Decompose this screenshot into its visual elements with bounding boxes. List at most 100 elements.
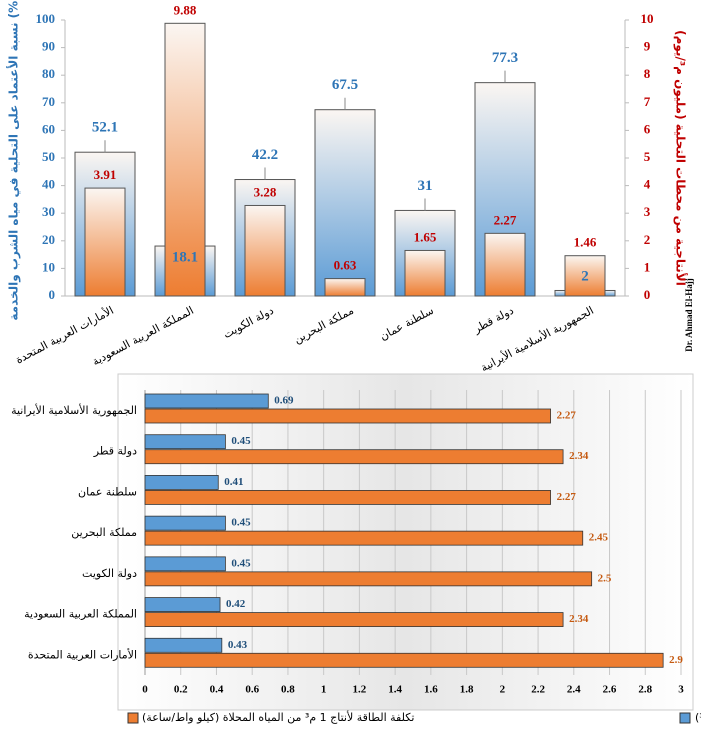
bar	[244, 204, 286, 297]
bar	[144, 637, 223, 653]
y-tick-label: دولة قطر	[93, 445, 137, 458]
x-tick-label: 2.2	[531, 684, 545, 696]
x-tick-label: 2.4	[567, 684, 581, 696]
y2-tick-label: 6	[644, 121, 651, 136]
x-tick-label: 0.4	[210, 684, 224, 696]
value-label: 2	[581, 268, 589, 284]
value-label: 2.34	[569, 613, 589, 625]
y-tick-label: 50	[42, 149, 55, 164]
x-tick-label: 0.6	[245, 684, 259, 696]
bar	[404, 249, 446, 297]
bar	[144, 556, 226, 572]
value-label: 2.9	[669, 654, 683, 666]
value-label: 0.45	[231, 517, 251, 529]
legend-swatch	[679, 712, 691, 724]
value-label: 9.88	[174, 2, 197, 17]
value-label: 67.5	[332, 77, 358, 93]
x-tick-label: 0	[142, 684, 148, 696]
y-tick-label: الجمهورية الأسلامية الأيرانية	[11, 403, 137, 417]
y2-tick-label: 1	[644, 259, 651, 274]
value-label: 0.63	[334, 258, 357, 273]
x-tick-label: مملكة البحرين	[292, 304, 356, 346]
y-tick-label: 10	[42, 259, 55, 274]
y2-tick-label: 4	[644, 177, 651, 192]
y2-tick-label: 9	[644, 39, 651, 54]
x-tick-label: دولة قطر	[471, 304, 516, 336]
bar	[144, 571, 593, 587]
value-label: 52.1	[92, 120, 118, 136]
y-tick-label: 60	[42, 121, 55, 136]
y-tick-label: المملكة العربية السعودية	[24, 608, 137, 621]
y2-tick-label: 8	[644, 66, 651, 81]
legend-label: تكلفة الطاقة لأنتاج 1 م³ من المياه المحل…	[142, 710, 414, 724]
x-tick-label: 2.8	[638, 684, 652, 696]
y2-tick-label: 3	[644, 204, 651, 219]
value-label: 2.27	[557, 410, 577, 422]
x-tick-label: 1.8	[460, 684, 474, 696]
value-label: 2.34	[569, 450, 589, 462]
x-tick-label: سلطنة عمان	[378, 304, 436, 343]
value-label: 3.28	[254, 184, 277, 199]
legend-swatch	[127, 712, 139, 724]
y-tick-label: دولة الكويت	[82, 567, 137, 580]
value-label: 42.2	[252, 147, 278, 163]
value-label: 0.69	[274, 395, 294, 407]
y-axis-title: نسبة الأعتماد على التحلية في مياه الشرب …	[6, 0, 22, 321]
watermark: Dr. Ahmad El-Hajj	[684, 278, 694, 351]
value-label: 18.1	[172, 249, 198, 265]
bar	[144, 515, 226, 531]
x-tick-label: 1.2	[353, 684, 367, 696]
value-label: 2.27	[557, 491, 577, 503]
bar	[144, 393, 269, 409]
y2-tick-label: 7	[644, 94, 651, 109]
y-tick-label: 30	[42, 204, 55, 219]
value-label: 0.42	[226, 598, 246, 610]
y-tick-label: 20	[42, 232, 55, 247]
y2-tick-label: 2	[644, 232, 651, 247]
value-label: 31	[418, 178, 433, 194]
value-label: 0.45	[231, 435, 251, 447]
x-tick-label: 2	[500, 684, 506, 696]
y2-axis-title: الأنتاجية من محطات التحلية (مليون م³/يوم…	[673, 30, 689, 286]
x-tick-label: 0.8	[281, 684, 295, 696]
y-tick-label: 90	[42, 39, 55, 54]
bar	[144, 597, 221, 612]
y-tick-label: 40	[42, 177, 55, 192]
bar	[144, 434, 226, 450]
value-label: 2.5	[598, 572, 612, 584]
y-tick-label: 80	[42, 66, 55, 81]
value-label: 2.45	[589, 532, 609, 544]
value-label: 2.27	[494, 212, 517, 227]
value-label: 1.46	[574, 235, 597, 250]
x-tick-label: 2.6	[603, 684, 617, 696]
bar	[484, 232, 526, 297]
y-tick-label: 0	[49, 287, 56, 302]
y-tick-label: 70	[42, 94, 55, 109]
y-tick-label: الأمارات العربية المتحدة	[28, 647, 137, 661]
y-tick-label: سلطنة عمان	[78, 485, 137, 498]
value-label: 77.3	[492, 50, 518, 66]
x-tick-label: 0.2	[174, 684, 188, 696]
bar	[564, 255, 606, 297]
bar	[324, 278, 366, 297]
y2-tick-label: 0	[644, 287, 651, 302]
value-label: 0.43	[228, 639, 248, 651]
value-label: 1.65	[414, 229, 437, 244]
x-tick-label: 1.4	[388, 684, 402, 696]
bar	[144, 652, 664, 668]
bar	[144, 449, 564, 465]
x-tick-label: 3	[678, 684, 684, 696]
legend-label: المعدل الوسطي لتكلفة التحلية ($/م³)	[695, 711, 701, 724]
bar	[144, 612, 564, 627]
y2-tick-label: 10	[641, 11, 654, 26]
bar	[144, 530, 584, 546]
value-label: 0.45	[231, 557, 251, 569]
x-tick-label: دولة الكويت	[221, 304, 276, 341]
bar	[164, 22, 206, 297]
y-tick-label: 100	[36, 11, 56, 26]
y-tick-label: مملكة البحرين	[71, 526, 137, 539]
bar	[84, 187, 126, 297]
bar	[314, 109, 376, 297]
bar	[144, 475, 219, 490]
